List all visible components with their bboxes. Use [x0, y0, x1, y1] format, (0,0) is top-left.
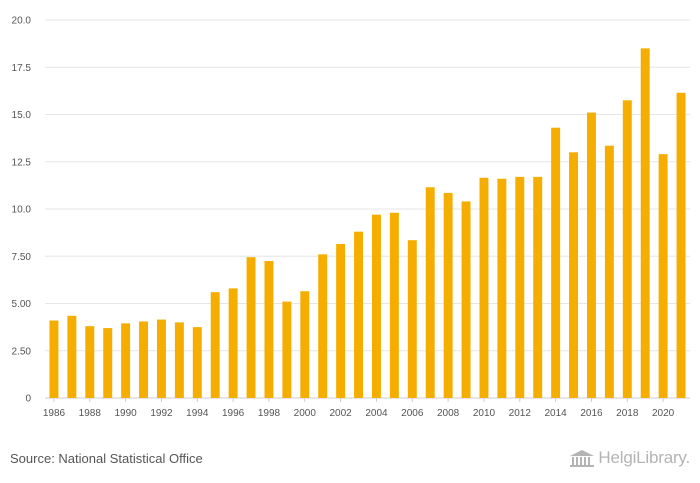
bar-2017[interactable]	[604, 145, 614, 398]
bars	[49, 48, 686, 399]
bar-1997[interactable]	[246, 257, 256, 398]
bar-2002[interactable]	[336, 243, 346, 398]
y-tick-label: 7.50	[12, 252, 32, 263]
bar-2001[interactable]	[318, 254, 328, 398]
bar-1986[interactable]	[49, 320, 59, 398]
x-tick-label: 2000	[294, 408, 317, 419]
bar-2008[interactable]	[443, 192, 453, 398]
grid-lines	[45, 19, 690, 399]
bar-1989[interactable]	[103, 328, 113, 398]
bar-2006[interactable]	[407, 240, 417, 398]
x-tick-label: 2010	[473, 408, 496, 419]
x-tick-label: 1994	[186, 408, 209, 419]
y-tick-label: 20.0	[12, 16, 32, 27]
logo-text: HelgiLibrary.	[598, 448, 690, 467]
x-tick-label: 2018	[616, 408, 639, 419]
x-tick-label: 1998	[258, 408, 281, 419]
bar-2021[interactable]	[676, 92, 686, 398]
y-tick-label: 12.5	[12, 157, 32, 168]
helgilibrary-logo[interactable]: HelgiLibrary.	[569, 448, 690, 468]
x-axis-ticks: 1986 1988 1990 1992 1994 1996 1998 2000 2002 2004…	[43, 398, 675, 419]
y-tick-label: 5.00	[12, 299, 32, 310]
bar-1987[interactable]	[67, 315, 77, 398]
bar-2000[interactable]	[300, 291, 310, 398]
bar-2020[interactable]	[658, 154, 668, 398]
bar-2013[interactable]	[533, 176, 543, 398]
bar-2004[interactable]	[371, 214, 381, 398]
x-tick-label: 2012	[509, 408, 532, 419]
bar-1990[interactable]	[121, 323, 131, 398]
bar-2009[interactable]	[461, 201, 471, 398]
bar-1991[interactable]	[139, 321, 149, 398]
y-tick-label: 17.5	[12, 63, 32, 74]
bar-2005[interactable]	[389, 212, 399, 398]
x-tick-label: 2016	[580, 408, 603, 419]
y-tick-label: 10.0	[12, 205, 32, 216]
y-tick-label: 0	[25, 394, 31, 405]
x-tick-label: 2006	[401, 408, 424, 419]
bar-2003[interactable]	[354, 231, 364, 398]
y-axis-ticks: 0 2.50 5.00 7.50 10.0 12.5 15.0 17.5 20.0	[12, 16, 32, 405]
bar-2012[interactable]	[515, 176, 525, 398]
library-building-icon	[570, 450, 595, 467]
bar-2014[interactable]	[551, 127, 561, 398]
y-tick-label: 2.50	[12, 346, 32, 357]
x-tick-label: 2004	[365, 408, 388, 419]
x-tick-label: 1988	[79, 408, 102, 419]
x-tick-label: 1986	[43, 408, 66, 419]
source-note: Source: National Statistical Office	[10, 451, 203, 466]
x-tick-label: 2020	[652, 408, 675, 419]
bar-1993[interactable]	[174, 322, 184, 398]
bar-2010[interactable]	[479, 177, 489, 398]
x-tick-label: 2002	[330, 408, 353, 419]
bar-2019[interactable]	[640, 48, 650, 398]
bar-2011[interactable]	[497, 178, 507, 398]
bar-1994[interactable]	[192, 327, 202, 398]
bar-1992[interactable]	[156, 319, 166, 398]
x-tick-label: 2014	[545, 408, 568, 419]
bar-2015[interactable]	[569, 152, 579, 398]
x-tick-label: 2008	[437, 408, 460, 419]
bar-1995[interactable]	[210, 292, 220, 398]
bar-2018[interactable]	[622, 100, 632, 398]
x-tick-label: 1996	[222, 408, 245, 419]
x-tick-label: 1990	[115, 408, 138, 419]
bar-1999[interactable]	[282, 301, 292, 398]
bar-1996[interactable]	[228, 288, 238, 398]
bar-2016[interactable]	[586, 112, 596, 399]
bar-1998[interactable]	[264, 260, 274, 398]
bar-1988[interactable]	[85, 326, 95, 398]
x-tick-label: 1992	[150, 408, 173, 419]
y-tick-label: 15.0	[12, 110, 32, 121]
bar-2007[interactable]	[425, 187, 435, 398]
